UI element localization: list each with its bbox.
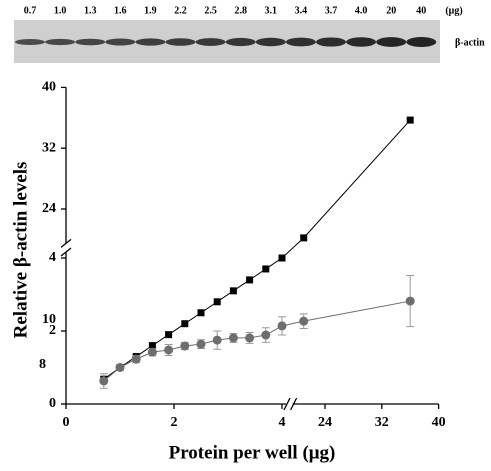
blot-band [376,37,407,47]
annotation: 8 [39,357,46,372]
blot-band [346,37,377,47]
blot-band [135,38,166,46]
y-tick-label: 32 [42,140,56,155]
circle-point [196,339,206,349]
y-tick-label: 24 [42,201,56,216]
lane-label: 1.0 [54,5,67,16]
lane-label: 4.0 [355,5,368,16]
blot-band [285,37,316,47]
y-axis-title: Relative β-actin levels [10,162,31,339]
lane-label: 20 [386,5,396,16]
blot-band [255,37,286,47]
annotation: 10 [42,312,56,327]
circle-point [115,363,125,372]
blot-band [316,37,346,47]
axis-break [283,397,291,411]
series-line [103,300,411,382]
square-point [246,276,254,284]
axis-break [290,397,298,411]
circle-point [299,316,309,326]
lane-label: 1.9 [144,5,157,16]
circle-point [405,296,415,306]
square-point [229,287,237,295]
square-point [406,116,414,124]
x-tick-label: 2 [171,415,178,430]
circle-point [99,376,109,386]
blot-band [105,38,136,46]
series-line [103,119,411,380]
lane-label: 3.7 [325,5,338,16]
square-point [181,320,189,328]
x-axis-title: Protein per well (μg) [169,442,336,463]
blot-band [75,38,106,46]
blot-band [195,38,226,46]
square-point [148,342,156,350]
blot-band [15,39,45,45]
blot-band [225,37,256,47]
circle-point [261,330,271,340]
square-point [278,254,286,262]
circle-point [245,333,255,343]
blot-band [45,38,76,46]
y-tick-label: 40 [42,80,56,95]
y-tick-label: 0 [49,396,56,411]
y-tick-label: 4 [49,250,56,265]
square-point [197,309,205,317]
square-point [165,331,173,339]
axis-break [60,247,72,257]
x-tick-label: 0 [63,415,70,430]
lane-label: 2.5 [204,5,217,16]
square-point [300,234,308,242]
lane-label: 2.2 [174,5,187,16]
square-point [262,265,270,273]
lane-label: 3.4 [295,5,308,16]
lane-label: 3.1 [265,5,278,16]
x-tick-label: 24 [318,415,332,430]
blot-unit: (μg) [445,5,462,16]
x-tick-label: 40 [432,415,446,430]
square-point [213,298,221,306]
circle-point [180,341,190,351]
x-tick-label: 32 [375,415,389,430]
blot-label: β-actin [455,37,485,48]
lane-label: 1.6 [114,5,127,16]
blot-band [406,37,437,47]
lane-label: 2.8 [234,5,247,16]
circle-point [277,321,287,331]
circle-point [212,335,222,345]
circle-point [228,333,238,343]
x-tick-label: 4 [279,415,286,430]
lane-label: 1.3 [84,5,97,16]
circle-point [147,347,157,357]
lane-label: 40 [416,5,426,16]
circle-point [131,354,141,364]
circle-point [164,345,174,355]
lane-label: 0.7 [24,5,37,16]
blot-band [165,38,196,46]
y-tick-label: 2 [49,323,56,338]
axis-break [60,238,72,248]
